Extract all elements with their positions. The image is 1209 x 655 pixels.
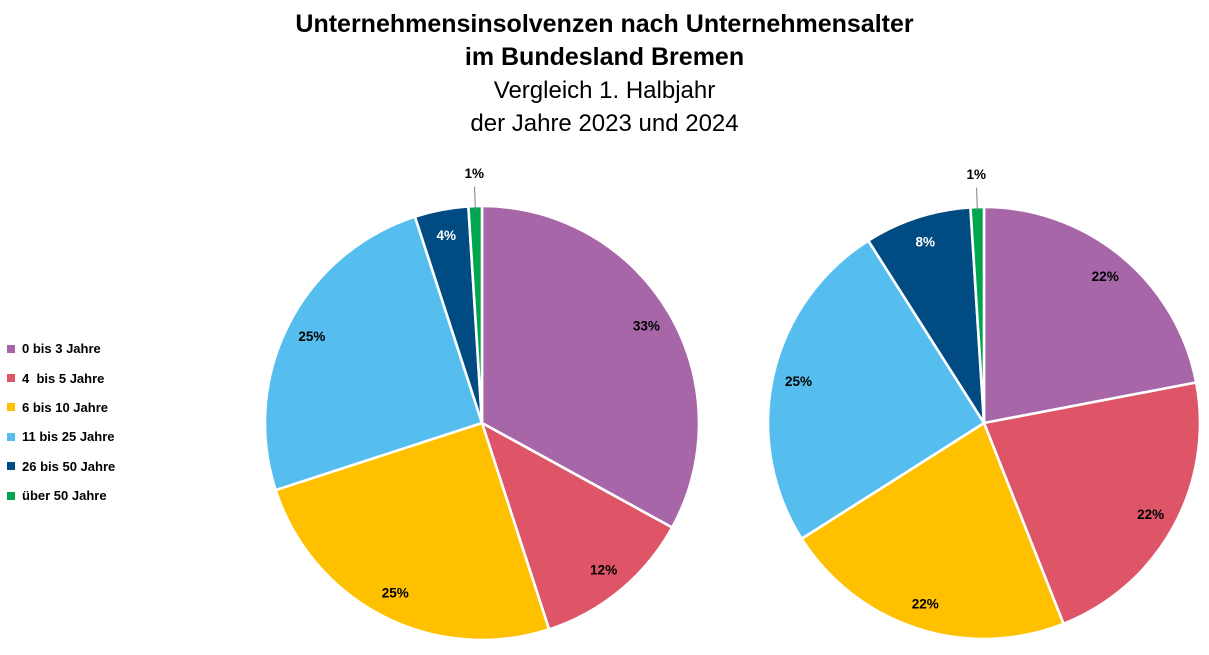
- legend-label: über 50 Jahre: [22, 488, 107, 504]
- legend-swatch: [7, 374, 15, 383]
- legend-item-11-bis-25-jahre: 11 bis 25 Jahre: [7, 422, 115, 451]
- pie-label-2024-0-bis-3-jahre: 22%: [1092, 269, 1119, 284]
- pie-label-2024-11-bis-25-jahre: 25%: [785, 374, 812, 389]
- legend: 0 bis 3 Jahre 4 bis 5 Jahre 6 bis 10 Jahre…: [7, 334, 115, 510]
- pie-slice-2023-4-bis-5-jahre: [480, 421, 674, 631]
- title-line-2: im Bundesland Bremen: [464, 43, 745, 71]
- legend-item-4-bis-5-jahre: 4 bis 5 Jahre: [7, 363, 115, 392]
- pie-label-2023-6-bis-10-jahre: 25%: [382, 586, 409, 601]
- legend-swatch: [7, 403, 15, 412]
- pie-label-2024-4-bis-5-jahre: 22%: [1137, 507, 1164, 522]
- pie-slice-2024-11-bis-25-jahre: [766, 239, 986, 541]
- legend-swatch: [7, 462, 15, 471]
- pie-label-2023-über-50-jahre: 1%: [464, 166, 484, 181]
- pie-label-2023-26-bis-50-jahre: 4%: [436, 228, 456, 243]
- legend-label: 6 bis 10 Jahre: [22, 399, 108, 415]
- pie-slice-2024-26-bis-50-jahre: [866, 206, 986, 425]
- title-line-1: Unternehmensinsolvenzen nach Unternehmen…: [295, 10, 914, 38]
- pie-label-2023-11-bis-25-jahre: 25%: [298, 329, 325, 344]
- pie-label-2024-über-50-jahre: 1%: [966, 167, 986, 182]
- title-line-4: der Jahre 2023 und 2024: [470, 110, 739, 137]
- legend-swatch: [7, 491, 15, 500]
- legend-label: 11 bis 25 Jahre: [22, 429, 115, 445]
- pie-slice-2024-4-bis-5-jahre: [982, 381, 1202, 626]
- legend-label: 4 bis 5 Jahre: [22, 370, 105, 386]
- title-line-3: Vergleich 1. Halbjahr: [493, 77, 716, 104]
- pie-slice-2023-6-bis-10-jahre: [274, 421, 551, 642]
- legend-item-0-bis-3-jahre: 0 bis 3 Jahre: [7, 334, 115, 363]
- pie-slice-2024-6-bis-10-jahre: [800, 421, 1065, 641]
- label-leader-line: [474, 186, 476, 211]
- pie-label-2023-0-bis-3-jahre: 33%: [633, 318, 660, 333]
- label-leader-line: [976, 187, 978, 212]
- pie-slice-2023-0-bis-3-jahre: [480, 204, 701, 529]
- legend-swatch: [7, 344, 15, 353]
- legend-label: 0 bis 3 Jahre: [22, 341, 101, 357]
- chart-title: Unternehmensinsolvenzen nach Unternehmen…: [0, 8, 1209, 140]
- pie-slice-2023-11-bis-25-jahre: [263, 215, 484, 492]
- pie-slice-2024-0-bis-3-jahre: [982, 205, 1198, 425]
- legend-item-6-bis-10-jahre: 6 bis 10 Jahre: [7, 393, 115, 422]
- pie-label-2024-26-bis-50-jahre: 8%: [916, 235, 936, 250]
- pie-label-2024-6-bis-10-jahre: 22%: [912, 596, 939, 611]
- pie-label-2023-4-bis-5-jahre: 12%: [590, 563, 617, 578]
- legend-item-über-50-jahre: über 50 Jahre: [7, 481, 115, 510]
- legend-label: 26 bis 50 Jahre: [22, 458, 116, 474]
- legend-swatch: [7, 432, 15, 441]
- legend-item-26-bis-50-jahre: 26 bis 50 Jahre: [7, 452, 115, 481]
